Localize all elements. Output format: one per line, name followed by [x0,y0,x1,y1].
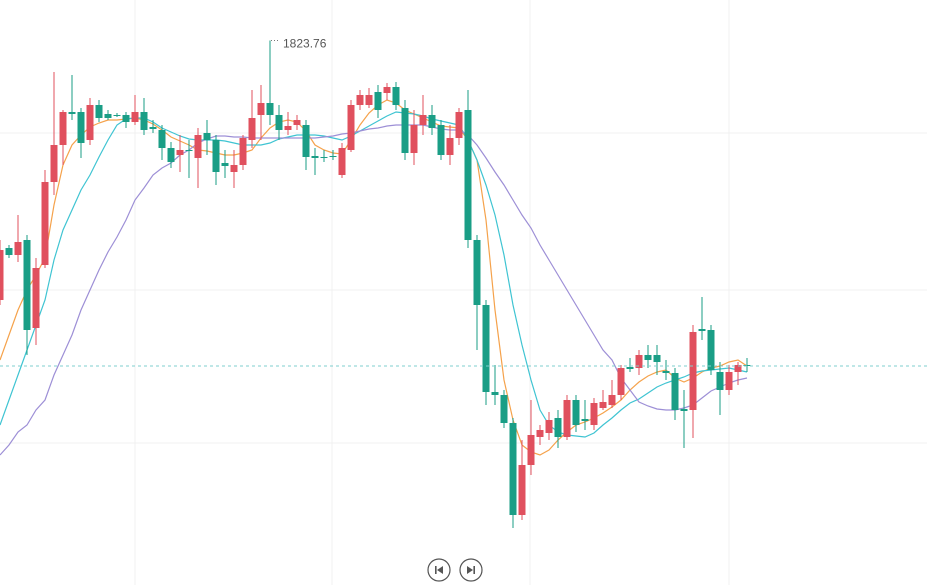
candle-body [599,402,607,408]
candle-body [635,355,643,368]
plot-area: 1823.76 [0,37,927,528]
candle-body [527,435,535,465]
candle-body [122,115,130,122]
candle-body [50,145,58,182]
candle-body [239,138,247,165]
candle-body [167,148,175,162]
candle-body [680,409,688,411]
candle-body [32,268,40,328]
candle-body [14,242,22,255]
candle-body [212,140,220,172]
candle-body [662,371,670,373]
candle-body [347,105,355,150]
max-label: 1823.76 [283,37,327,51]
button-icon[interactable] [467,566,475,574]
candle-body [734,365,742,372]
candle-body [5,248,13,255]
candle-body [473,240,481,305]
candle-body [158,130,166,148]
candle-body [554,418,562,437]
candle-body [608,395,616,405]
candle-body [113,115,121,116]
candle-body [59,112,67,145]
candle-body [428,115,436,128]
candle-body [338,148,346,175]
candle-body [725,372,733,390]
candle-body [437,125,445,155]
candle-body [464,110,472,240]
candle-body [491,392,499,395]
candle-body [185,150,193,151]
candle-body [104,114,112,118]
candle-body [500,395,508,423]
candle-body [392,87,400,105]
candle-body [653,355,661,362]
candle-body [293,120,301,125]
candle-body [590,403,598,425]
candle-body [536,430,544,437]
candle-body [140,112,148,130]
candle-body [689,332,697,410]
candle-body [482,305,490,392]
candle-body [743,365,751,366]
candle-body [644,355,652,360]
candle-body [419,115,427,125]
candle-body [581,419,589,421]
candle-body [401,108,409,153]
previous-button[interactable] [427,558,451,582]
candle-body [275,115,283,130]
candle-body [131,112,139,122]
candle-body [410,125,418,153]
candle-body [545,420,553,433]
candle-body [356,95,364,105]
candle-body [365,95,373,105]
candle-body [563,400,571,437]
candle-body [707,330,715,370]
candle-body [284,126,292,130]
ma-line [0,111,748,438]
candle-body [176,150,184,155]
candle-body [320,157,328,158]
candle-body [221,163,229,166]
candle-body [0,250,4,300]
candle-body [671,373,679,410]
ma-line [0,99,748,456]
candle-body [311,156,319,158]
candle-body [77,112,85,143]
button-icon[interactable] [435,566,443,574]
candle-body [230,165,238,172]
candle-body [41,182,49,265]
candle-body [383,87,391,93]
candle-body [302,125,310,157]
candle-body [374,92,382,110]
candle-body [329,156,337,157]
candle-body [248,118,256,140]
candle-body [509,423,517,515]
candle-body [572,400,580,425]
candle-body [149,127,157,129]
candle-body [86,105,94,140]
candle-body [257,103,265,115]
candle-body [617,368,625,395]
candle-body [626,367,634,369]
next-button[interactable] [459,558,483,582]
candle-body [23,240,31,330]
candle-body [266,103,274,115]
candle-body [455,112,463,138]
candle-body [68,112,76,114]
candle-body [716,372,724,390]
candle-body [194,135,202,158]
candle-body [446,138,454,155]
candle-body [203,133,211,140]
candle-body [95,105,103,118]
candle-body [518,465,526,515]
candle-body [698,329,706,331]
